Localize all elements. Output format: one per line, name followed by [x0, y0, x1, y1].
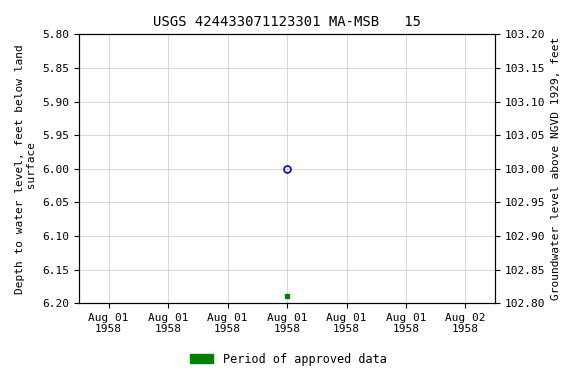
- Legend: Period of approved data: Period of approved data: [185, 348, 391, 371]
- Y-axis label: Groundwater level above NGVD 1929, feet: Groundwater level above NGVD 1929, feet: [551, 37, 561, 300]
- Y-axis label: Depth to water level, feet below land
 surface: Depth to water level, feet below land su…: [15, 44, 37, 294]
- Title: USGS 424433071123301 MA-MSB   15: USGS 424433071123301 MA-MSB 15: [153, 15, 421, 29]
